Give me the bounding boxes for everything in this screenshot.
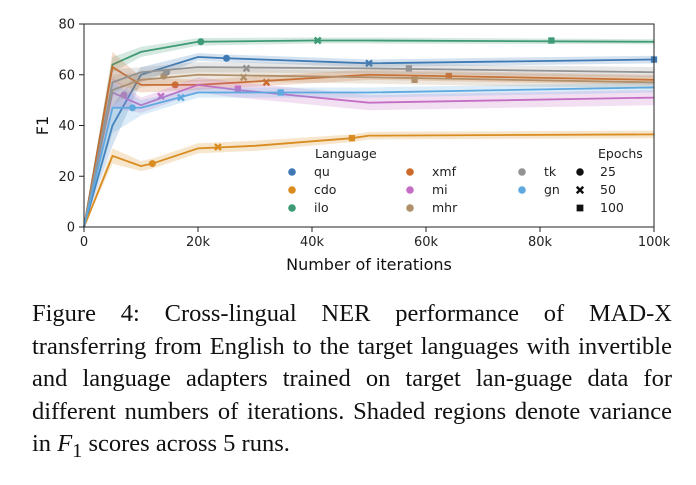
ner-performance-chart: 0 20k 40k 60k 80k 100k 0 20 40 60 80 Number of iter… [33, 18, 671, 275]
data-point-cdo-circle [148, 160, 156, 168]
legend-swatch-qu [288, 168, 296, 176]
legend-item-gn: gn [518, 182, 560, 197]
series-cdo [83, 130, 655, 228]
epochs-label: 100 [600, 200, 624, 215]
legend-swatch-mi [406, 186, 414, 194]
data-point-qu-circle [223, 54, 230, 62]
y-axis-label: F1 [33, 116, 52, 135]
data-point-mhr-square [411, 76, 418, 83]
data-point-xmf-square [445, 72, 452, 80]
series-line-tk [83, 66, 655, 228]
data-point-xmf-x [262, 78, 271, 87]
variance-band-mi [84, 77, 654, 227]
y-tick-label: 0 [67, 221, 75, 236]
caption-math-variable: F [57, 430, 73, 457]
legend-label-ilo: ilo [314, 200, 329, 215]
data-point-mi-x [157, 92, 165, 101]
chart-canvas: 0 20k 40k 60k 80k 100k 0 20 40 60 80 Number of iter… [33, 18, 671, 275]
data-point-mi-square [234, 85, 242, 92]
legend-title: Language [315, 146, 377, 161]
caption-text-end: scores across 5 runs. [82, 430, 290, 457]
legend-label-mhr: mhr [432, 200, 458, 215]
data-point-mi-circle [120, 91, 128, 99]
data-point-tk-circle [163, 68, 171, 76]
data-point-gn-circle [128, 104, 136, 112]
series-line-xmf [83, 65, 655, 228]
legend-label-tk: tk [544, 164, 557, 179]
legend-item-ilo: ilo [288, 200, 329, 215]
legend-item-mi: mi [406, 182, 448, 197]
series-line-cdo [83, 133, 655, 228]
data-point-gn-x [177, 93, 185, 102]
x-tick-label: 80k [528, 235, 553, 250]
data-point-gn-square [277, 89, 284, 96]
legend-label-qu: qu [314, 164, 330, 179]
caption-text: Figure 4: Cross-lingual NER performance … [32, 300, 672, 457]
legend-item-tk: tk [518, 164, 557, 179]
data-point-cdo-square [348, 135, 356, 142]
legend-label-cdo: cdo [314, 182, 336, 197]
data-point-ilo-circle [197, 38, 205, 46]
data-point-mhr-x [239, 73, 248, 82]
legend: Language qu cdo ilo xmf mi mhr tk gn Epochs 25 50 10… [288, 146, 643, 215]
legend-swatch-gn [518, 186, 526, 194]
epochs-item-100: 100 [576, 200, 624, 215]
y-tick-label: 20 [58, 170, 75, 185]
data-point-tk-square [405, 65, 413, 72]
x-axis-label: Number of iterations [286, 255, 452, 274]
data-point-qu-x [365, 59, 373, 68]
legend-item-cdo: cdo [288, 182, 336, 197]
epochs-item-25: 25 [576, 164, 616, 179]
epochs-title: Epochs [598, 146, 643, 161]
data-point-ilo-square [548, 37, 555, 44]
plot-frame [83, 23, 655, 228]
variance-band-mhr [84, 68, 654, 227]
data-point-ilo-x [313, 36, 322, 45]
legend-label-gn: gn [544, 182, 560, 197]
data-point-tk-x [242, 64, 251, 73]
legend-swatch-tk [518, 168, 526, 176]
legend-label-mi: mi [432, 182, 448, 197]
legend-label-xmf: xmf [432, 164, 457, 179]
legend-item-qu: qu [288, 164, 330, 179]
epochs-marker-circle [576, 168, 584, 176]
epochs-label: 25 [600, 164, 616, 179]
plot-area [83, 36, 658, 228]
variance-band-ilo [84, 37, 654, 228]
x-tick-label: 60k [414, 235, 439, 250]
figure-caption: Figure 4: Cross-lingual NER performance … [32, 298, 672, 467]
epochs-label: 50 [600, 182, 616, 197]
x-tick-label: 20k [186, 235, 211, 250]
legend-swatch-xmf [406, 168, 414, 176]
data-point-xmf-circle [171, 81, 179, 89]
legend-swatch-mhr [406, 204, 414, 212]
epochs-marker-x [575, 185, 585, 195]
series-gn [83, 82, 655, 228]
y-tick-label: 60 [58, 68, 75, 83]
series-xmf [83, 51, 655, 228]
x-tick-label: 0 [80, 235, 88, 250]
legend-item-xmf: xmf [406, 164, 457, 179]
series-ilo [83, 36, 655, 228]
series-tk [83, 62, 655, 228]
caption-math-subscript: 1 [72, 439, 83, 462]
x-tick-label: 100k [638, 235, 671, 250]
epochs-item-50: 50 [575, 182, 616, 197]
legend-swatch-ilo [288, 204, 296, 212]
series-line-gn [83, 86, 655, 228]
data-point-cdo-x [214, 143, 222, 151]
legend-item-mhr: mhr [406, 200, 458, 215]
variance-band-qu [84, 53, 654, 228]
epochs-marker-square [576, 204, 584, 212]
legend-swatch-cdo [288, 186, 296, 194]
x-tick-label: 40k [300, 235, 325, 250]
y-tick-label: 80 [58, 18, 75, 33]
y-tick-label: 40 [58, 119, 75, 134]
